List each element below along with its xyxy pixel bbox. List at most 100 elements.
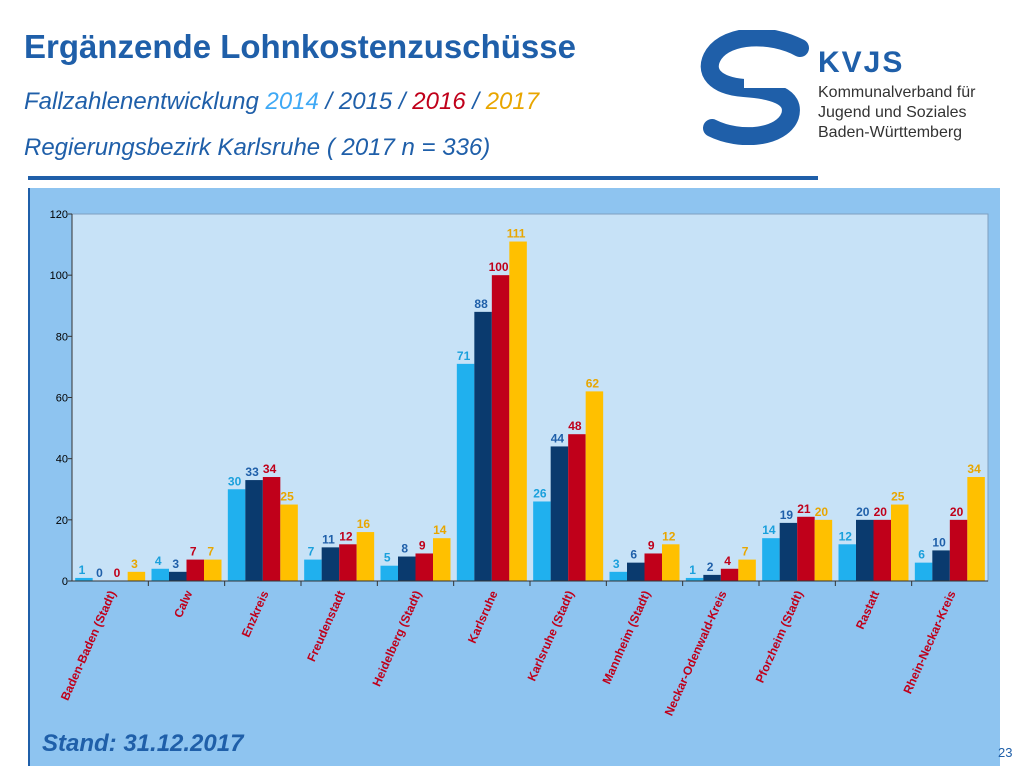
data-label: 88 [474,297,488,311]
data-label: 1 [689,563,696,577]
subtitle-prefix: Fallzahlenentwicklung [24,88,266,115]
data-label: 3 [172,557,179,571]
title-rule [28,176,818,180]
data-label: 20 [856,505,870,519]
subtitle-years: Fallzahlenentwicklung 2014 / 2015 / 2016… [24,88,539,116]
bar [474,311,492,581]
year-2016: 2016 [412,88,466,115]
bar [356,532,375,581]
page-number: 23 [998,745,1013,760]
data-label: 12 [339,529,353,543]
data-label: 20 [950,505,964,519]
subtitle-region: Regierungsbezirk Karlsruhe ( 2017 n = 33… [24,134,491,161]
data-label: 6 [918,548,925,562]
data-label: 2 [707,560,714,574]
category-label: Mannheim (Stadt) [600,589,654,687]
category-label: Baden-Baden (Stadt) [58,589,119,703]
stand-date: Stand: 31.12.2017 [42,730,244,757]
bar [280,504,298,581]
data-label: 0 [96,566,103,580]
data-label: 7 [308,545,315,559]
data-label: 1 [79,563,86,577]
data-label: 20 [815,505,829,519]
category-label: Calw [171,588,195,620]
bar [644,553,662,581]
y-tick-label: 120 [50,209,68,221]
year-separator: / [465,88,486,115]
chart-panel: 0 20 40 60 80 100 120 1 0 0 3 Baden-Baden (Stadt) 4 3… [28,188,1000,766]
data-label: 8 [401,542,408,556]
logo-name: KVJS [818,46,905,79]
bar [127,571,146,581]
bar [738,559,756,581]
logo-line: Kommunalverband für [818,84,976,101]
bar [227,489,246,581]
y-tick-label: 100 [50,270,68,282]
bar [262,477,281,581]
data-label: 33 [245,465,259,479]
bar [380,565,398,581]
bar [814,519,833,581]
bar [585,391,604,581]
bar [245,480,263,581]
data-label: 12 [662,529,676,543]
plot-area [71,213,989,582]
data-label: 21 [797,502,811,516]
year-separator: / [392,88,413,115]
data-label: 14 [433,523,447,537]
category-label: Rastatt [853,589,882,632]
year-2015: 2015 [338,88,393,115]
data-label: 44 [551,431,565,445]
category-label: Enzkreis [239,588,272,639]
data-label: 7 [207,545,214,559]
bar [873,519,891,581]
data-label: 71 [457,349,471,363]
bar [609,571,627,581]
bar [456,363,475,581]
data-label: 30 [228,474,242,488]
data-label: 16 [357,517,371,531]
bar [509,241,527,581]
page-title: Ergänzende Lohnkostenzuschüsse [24,28,576,65]
data-label: 11 [322,532,335,546]
bar [204,559,222,581]
category-label: Karlsruhe [465,588,501,645]
bar [662,544,680,581]
data-label: 0 [114,566,121,580]
data-label: 6 [630,548,637,562]
data-label: 62 [586,376,600,390]
bar [797,516,815,581]
data-label: 7 [742,545,749,559]
bar [856,519,874,581]
kvjs-emblem-icon [700,28,809,146]
data-label: 26 [533,486,547,500]
bar [491,275,510,581]
data-label: 7 [190,545,197,559]
data-label: 10 [932,535,946,549]
bar [75,577,93,581]
y-tick-label: 60 [56,393,68,405]
logo-line: Baden-Württemberg [818,124,963,141]
bar [339,544,357,581]
bar [914,562,933,581]
data-label: 14 [762,523,776,537]
bar [186,559,204,581]
category-label: Karlsruhe (Stadt) [525,589,577,684]
year-2014: 2014 [265,88,319,115]
bar [891,504,909,581]
year-2017: 2017 [485,88,540,115]
bar [967,477,985,581]
data-label: 100 [489,260,509,274]
bar [720,568,739,581]
bar [685,577,704,581]
category-label: Freudenstadt [304,589,348,664]
category-label: Neckar-Odenwald-Kreis [662,588,730,718]
data-label: 34 [967,462,981,476]
bar [779,522,798,581]
data-label: 9 [419,538,426,552]
bar [433,538,451,581]
bar [949,519,968,581]
y-tick-label: 40 [56,454,68,466]
data-label: 4 [155,554,162,568]
